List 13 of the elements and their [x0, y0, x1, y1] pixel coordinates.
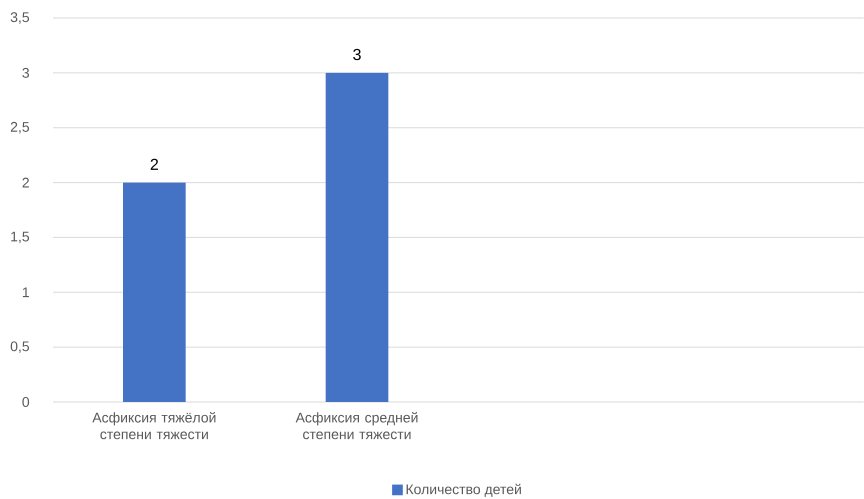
y-tick-label: 3: [22, 68, 30, 78]
data-label: 2: [150, 158, 158, 170]
y-tick-label: 0: [22, 397, 30, 407]
y-tick-label: 3,5: [10, 12, 30, 24]
y-tick-label: 0,5: [10, 341, 30, 353]
y-tick-label: 1,5: [11, 232, 30, 244]
x-tick-label: Асфиксия средней степени тяжести: [296, 412, 418, 440]
x-tick-label: Асфиксия тяжёлой степени тяжести: [92, 412, 216, 440]
y-tick-label: 2: [22, 178, 29, 188]
legend-label: Количество детей: [406, 484, 521, 497]
data-label: 3: [353, 48, 361, 60]
y-tick-label: 1: [22, 287, 29, 298]
y-tick-label: 2,5: [10, 122, 30, 134]
